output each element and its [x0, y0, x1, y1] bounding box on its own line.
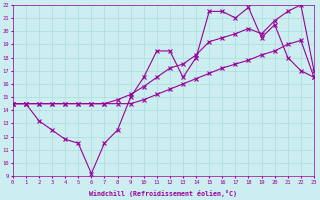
X-axis label: Windchill (Refroidissement éolien,°C): Windchill (Refroidissement éolien,°C): [89, 190, 237, 197]
